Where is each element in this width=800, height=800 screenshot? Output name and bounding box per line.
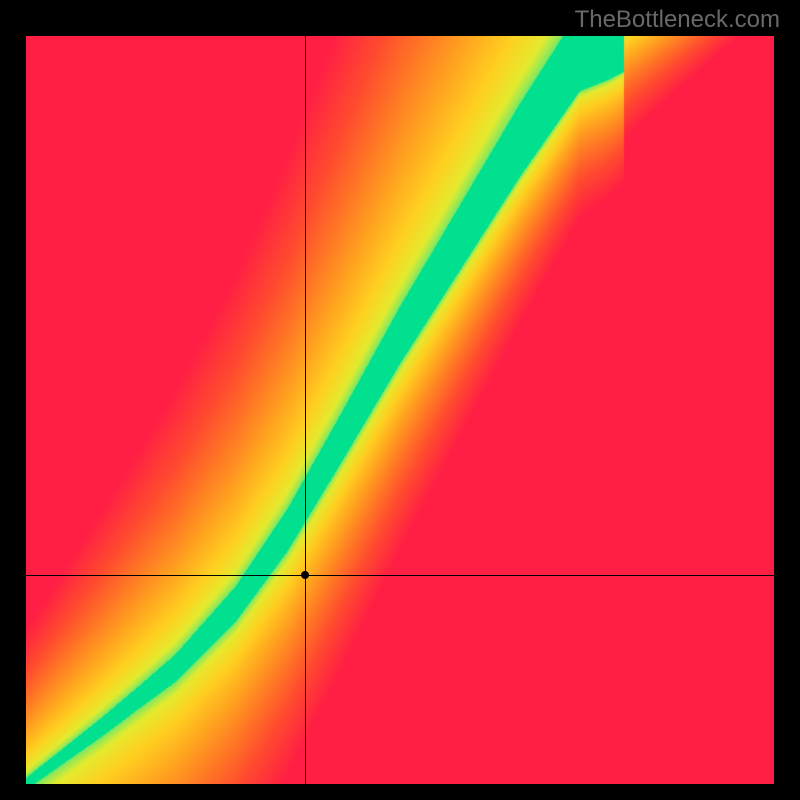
page-root: TheBottleneck.com bbox=[0, 0, 800, 800]
heatmap-canvas bbox=[26, 36, 774, 784]
heatmap-plot bbox=[26, 36, 774, 784]
watermark-text: TheBottleneck.com bbox=[575, 6, 780, 34]
crosshair-marker bbox=[301, 571, 309, 579]
crosshair-vertical bbox=[305, 36, 306, 784]
crosshair-horizontal bbox=[26, 575, 774, 576]
